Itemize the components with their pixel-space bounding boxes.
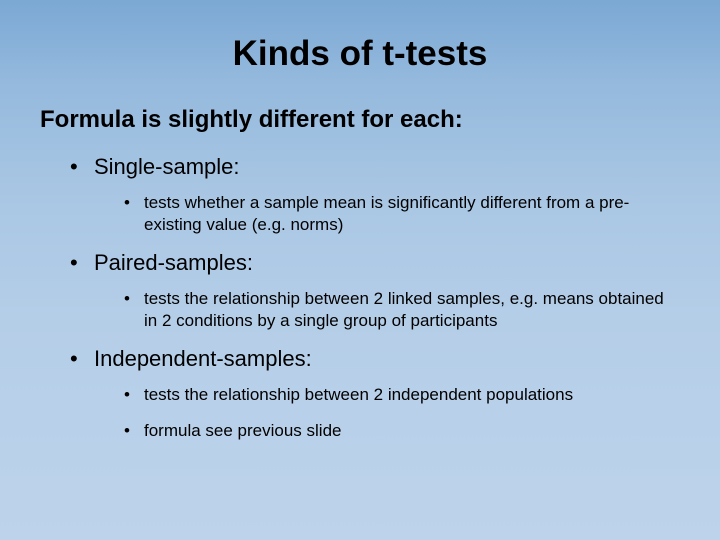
bullet-list-level1: Single-sample: tests whether a sample me… <box>40 154 680 443</box>
list-item: Single-sample: tests whether a sample me… <box>70 154 680 236</box>
list-item-label: Single-sample: <box>94 154 240 179</box>
list-item-label: Independent-samples: <box>94 346 312 371</box>
bullet-list-level2: tests the relationship between 2 linked … <box>94 288 680 332</box>
list-item: Paired-samples: tests the relationship b… <box>70 250 680 332</box>
slide-subtitle: Formula is slightly different for each: <box>40 106 680 134</box>
list-subitem: tests whether a sample mean is significa… <box>124 192 680 236</box>
list-subitem: formula see previous slide <box>124 420 680 442</box>
slide-title: Kinds of t-tests <box>40 34 680 74</box>
list-subitem: tests the relationship between 2 linked … <box>124 288 680 332</box>
list-item: Independent-samples: tests the relations… <box>70 346 680 442</box>
list-item-label: Paired-samples: <box>94 250 253 275</box>
bullet-list-level2: tests whether a sample mean is significa… <box>94 192 680 236</box>
bullet-list-level2: tests the relationship between 2 indepen… <box>94 384 680 442</box>
slide-container: Kinds of t-tests Formula is slightly dif… <box>0 0 720 540</box>
list-subitem: tests the relationship between 2 indepen… <box>124 384 680 406</box>
